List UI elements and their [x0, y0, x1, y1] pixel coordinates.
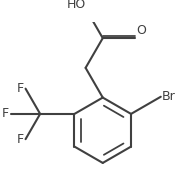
Text: F: F: [17, 82, 24, 95]
Text: HO: HO: [67, 0, 86, 11]
Text: F: F: [17, 133, 24, 146]
Text: F: F: [2, 107, 9, 120]
Text: Br: Br: [162, 90, 176, 103]
Text: O: O: [137, 24, 147, 37]
